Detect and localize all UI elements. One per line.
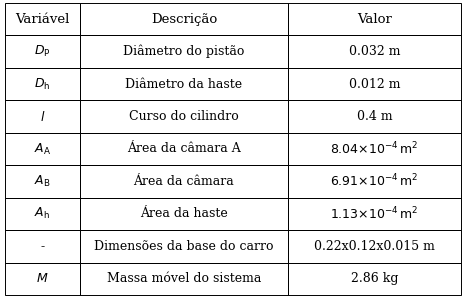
Text: 0.012 m: 0.012 m (349, 77, 400, 91)
Bar (80, 3, 288, 35)
Text: $D_{\mathrm{P}}$: $D_{\mathrm{P}}$ (34, 44, 51, 59)
Text: Diâmetro da haste: Diâmetro da haste (125, 77, 242, 91)
Bar (80, 133, 288, 165)
Text: Massa móvel do sistema: Massa móvel do sistema (107, 272, 261, 285)
Bar (288, 230, 461, 263)
Bar (288, 263, 461, 295)
Text: $6.91{\times}10^{-4}\,\mathrm{m}^{2}$: $6.91{\times}10^{-4}\,\mathrm{m}^{2}$ (330, 173, 419, 190)
Text: $A_{\mathrm{h}}$: $A_{\mathrm{h}}$ (34, 206, 50, 221)
Text: $A_{\mathrm{A}}$: $A_{\mathrm{A}}$ (34, 142, 51, 156)
Bar (5, 263, 80, 295)
Text: $A_{\mathrm{B}}$: $A_{\mathrm{B}}$ (34, 174, 51, 189)
Bar (288, 3, 461, 35)
Bar (80, 35, 288, 68)
Text: Área da câmara A: Área da câmara A (127, 142, 241, 156)
Bar (80, 165, 288, 198)
Bar (288, 100, 461, 133)
Bar (5, 100, 80, 133)
Bar (288, 68, 461, 100)
Bar (5, 230, 80, 263)
Bar (288, 35, 461, 68)
Text: Variável: Variável (15, 13, 69, 26)
Text: 0.22x0.12x0.015 m: 0.22x0.12x0.015 m (314, 240, 435, 253)
Text: Dimensões da base do carro: Dimensões da base do carro (94, 240, 274, 253)
Bar (80, 68, 288, 100)
Text: $D_{\mathrm{h}}$: $D_{\mathrm{h}}$ (34, 77, 50, 92)
Bar (5, 198, 80, 230)
Text: $M$: $M$ (36, 272, 48, 285)
Text: Valor: Valor (357, 13, 392, 26)
Text: $8.04{\times}10^{-4}\,\mathrm{m}^{2}$: $8.04{\times}10^{-4}\,\mathrm{m}^{2}$ (330, 141, 419, 157)
Bar (288, 133, 461, 165)
Text: Descrição: Descrição (151, 13, 217, 26)
Bar (5, 35, 80, 68)
Text: 0.032 m: 0.032 m (349, 45, 400, 58)
Bar (80, 230, 288, 263)
Text: 0.4 m: 0.4 m (357, 110, 392, 123)
Bar (5, 68, 80, 100)
Text: $l$: $l$ (40, 110, 45, 124)
Text: Área da haste: Área da haste (140, 207, 228, 221)
Bar (288, 165, 461, 198)
Text: $1.13{\times}10^{-4}\,\mathrm{m}^{2}$: $1.13{\times}10^{-4}\,\mathrm{m}^{2}$ (330, 206, 419, 222)
Bar (288, 198, 461, 230)
Bar (80, 198, 288, 230)
Text: 2.86 kg: 2.86 kg (351, 272, 398, 285)
Text: -: - (40, 240, 44, 253)
Bar (80, 100, 288, 133)
Text: Área da câmara: Área da câmara (134, 175, 234, 188)
Bar (5, 165, 80, 198)
Text: Curso do cilindro: Curso do cilindro (129, 110, 239, 123)
Bar (5, 3, 80, 35)
Bar (80, 263, 288, 295)
Bar (5, 133, 80, 165)
Text: Diâmetro do pistão: Diâmetro do pistão (123, 45, 245, 58)
